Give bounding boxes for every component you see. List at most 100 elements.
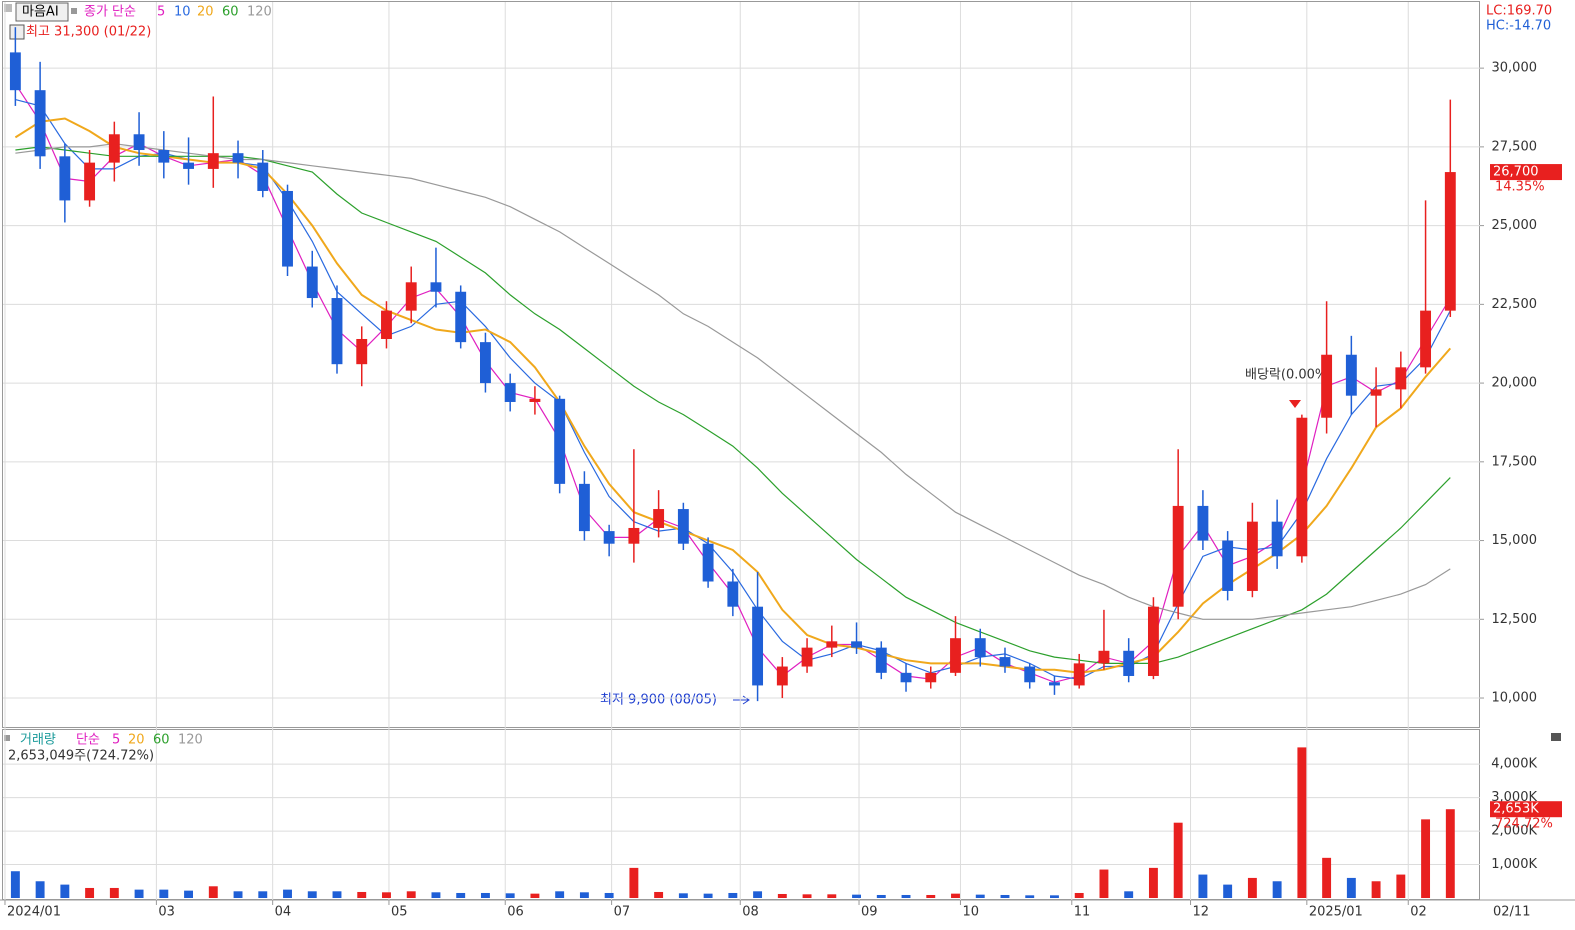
candle-body — [133, 134, 145, 151]
candle-body — [1296, 417, 1308, 557]
candle-body — [974, 638, 986, 658]
volume-bar — [1025, 895, 1035, 898]
event-marker — [1289, 400, 1301, 408]
volume-legend-method: 단순 — [76, 733, 100, 748]
volume-bar — [35, 881, 45, 898]
volume-bar — [1000, 894, 1010, 898]
candle-body — [752, 606, 764, 686]
volume-bar — [1297, 747, 1307, 898]
candle-body — [84, 162, 96, 201]
candle-body — [9, 52, 21, 91]
high-note: 최고 31,300 (01/22) — [26, 25, 151, 40]
volume-bar — [1099, 869, 1109, 898]
y-tick-label: 17,500 — [1492, 454, 1538, 469]
volume-bar — [753, 891, 763, 898]
stock-name[interactable]: 마음AI — [22, 5, 59, 20]
y-tick-label: 12,500 — [1492, 612, 1538, 627]
x-tick-label: 11 — [1074, 905, 1091, 920]
volume-bar — [530, 893, 540, 898]
candle-body — [331, 298, 343, 365]
candle-body — [1222, 540, 1234, 591]
candle-body — [306, 266, 318, 299]
volume-bar — [777, 893, 787, 898]
candle-body — [504, 383, 516, 402]
x-tick-label: 05 — [391, 905, 408, 920]
moving-average-line — [15, 143, 1451, 620]
table-icon[interactable] — [9, 24, 25, 40]
volume-bar — [1272, 881, 1282, 898]
candle-body — [1271, 521, 1283, 557]
price-legend-prefix: 종가 단순 — [84, 5, 136, 20]
volume-bar — [406, 891, 416, 898]
candle-body — [826, 641, 838, 648]
price-panel — [2, 1, 1480, 728]
candle-body — [999, 657, 1011, 667]
candle-body — [430, 282, 442, 292]
volume-bar — [184, 890, 194, 898]
y-tick-label: 30,000 — [1492, 61, 1538, 76]
volume-bar — [1346, 877, 1356, 898]
candle-body — [578, 483, 590, 532]
candle-body — [677, 509, 689, 544]
x-tick-label: 02 — [1410, 905, 1427, 920]
candle-body — [183, 162, 194, 169]
legend-icon — [4, 735, 10, 741]
volume-bar — [1173, 822, 1183, 898]
volume-bar — [332, 891, 342, 898]
candle-body — [34, 90, 46, 157]
candle-body — [479, 342, 491, 384]
volume-bar — [654, 891, 664, 898]
candle-body — [925, 672, 937, 683]
last-volume-tag — [1490, 801, 1562, 818]
candle-body — [1444, 172, 1456, 311]
candle-body — [108, 134, 120, 163]
candle-body — [554, 398, 566, 484]
candle-body — [1147, 606, 1159, 676]
panel-button[interactable] — [1551, 733, 1561, 741]
change-label: 14.35% — [1495, 180, 1545, 195]
volume-bar — [852, 894, 861, 898]
volume-bar — [233, 891, 243, 898]
candle-body — [59, 156, 71, 201]
volume-bar — [926, 894, 936, 898]
candle-body — [207, 153, 219, 169]
volume-bar — [1148, 867, 1158, 898]
candle-body — [851, 641, 862, 648]
hc-label: HC:-14.70 — [1486, 19, 1551, 34]
candle-body — [776, 666, 788, 686]
x-tick-label: 10 — [962, 905, 979, 920]
volume-legend-prefix: 거래량 — [20, 733, 56, 748]
volume-bar — [1396, 874, 1406, 898]
volume-bar — [480, 892, 490, 898]
legend-entry: 10 — [174, 5, 191, 20]
y-tick-label: 1,000K — [1491, 857, 1537, 872]
volume-bar — [10, 871, 20, 898]
end-date: 02/11 — [1493, 905, 1530, 920]
x-tick-label: 07 — [614, 905, 631, 920]
volume-bar — [1223, 884, 1233, 898]
volume-bar — [159, 889, 169, 898]
volume-bar — [1421, 819, 1431, 898]
stock-name-button[interactable] — [15, 2, 69, 22]
volume-bar — [975, 894, 985, 898]
candle-body — [1321, 354, 1333, 418]
volume-bar — [579, 892, 589, 898]
candle-body — [801, 647, 813, 667]
volume-bar — [728, 892, 738, 898]
candle-body — [875, 647, 887, 673]
volume-bar — [456, 892, 466, 898]
candle-body — [158, 150, 170, 163]
volume-bar — [60, 884, 70, 898]
volume-bar — [258, 891, 268, 898]
volume-bar — [1050, 895, 1059, 898]
candle-body — [900, 672, 912, 683]
volume-bar — [1371, 881, 1381, 898]
candle-body — [1345, 354, 1357, 396]
candle-body — [1098, 650, 1110, 664]
volume-bar — [1322, 857, 1332, 898]
volume-bar — [134, 889, 144, 898]
menu-icon[interactable] — [4, 4, 12, 12]
candle-body — [702, 543, 714, 582]
volume-bar — [505, 893, 515, 898]
